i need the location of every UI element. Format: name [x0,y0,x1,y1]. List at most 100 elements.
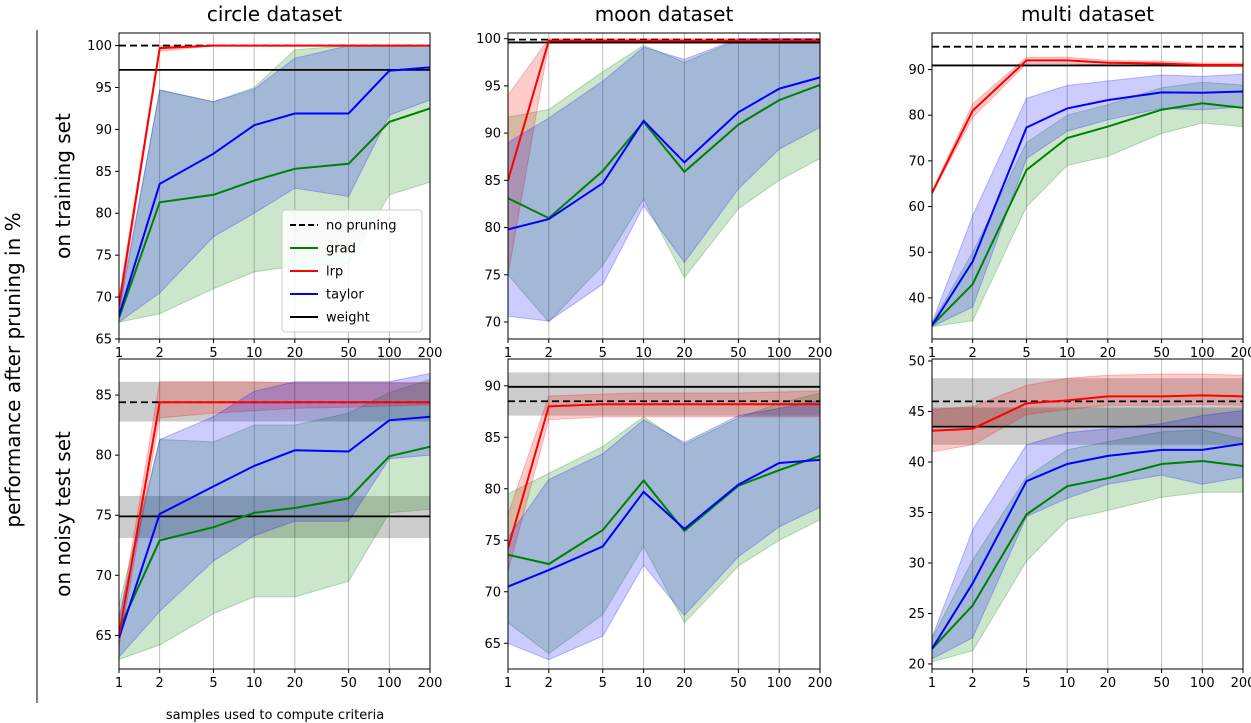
series-line-taylor [508,458,820,588]
y-tick-label: 65 [484,637,501,652]
series-line-taylor [119,66,430,316]
series-line-grad [932,102,1243,327]
row-label: on noisy test set [51,431,75,597]
x-tick-label: 50 [340,346,357,361]
y-tick-label: 80 [484,221,501,236]
band-no-pruning [508,372,820,416]
series-line-lrp [932,394,1243,432]
plot-area [508,372,820,661]
x-tick-label: 20 [1100,346,1117,361]
y-tick-label: 85 [484,174,501,189]
y-tick-label: 75 [484,534,501,549]
band-lrp [932,373,1243,453]
x-tick-label: 20 [676,346,693,361]
band-lrp [119,381,430,648]
legend: no pruning grad lrp taylor weight [281,209,423,333]
x-tick-label: 200 [1231,676,1251,691]
band-grad [508,392,820,655]
y-tick-label: 80 [908,109,925,124]
column-title: circle dataset [207,2,342,26]
series-line-lrp [508,403,820,549]
x-tick-label: 50 [1153,676,1170,691]
panel-test-circle: 65 70 75 80 85 1 2 5 10 20 50 100 200 on noisy test s… [51,358,443,691]
y-tick-label: 90 [95,123,112,138]
x-tick-label: 100 [1190,346,1215,361]
axes-frame [931,32,1244,340]
y-tick-label: 95 [95,81,112,96]
x-tick-label: 2 [156,346,164,361]
x-tick-label: 100 [377,676,402,691]
x-tick-label: 10 [635,676,652,691]
plot-area [119,372,430,660]
series-line-taylor [932,90,1243,326]
series-line-grad [932,459,1243,650]
y-tick-label: 85 [484,431,501,446]
x-tick-label: 5 [209,346,217,361]
x-tick-label: 100 [767,676,792,691]
y-tick-label: 85 [95,389,112,404]
y-tick-label: 70 [908,154,925,169]
y-tick-label: 100 [87,39,112,54]
figure-ylabel: performance after pruning in % [1,212,25,527]
y-tick-label: 75 [95,509,112,524]
y-tick-label: 60 [908,200,925,215]
y-tick-label: 75 [484,268,501,283]
series-line-lrp [508,39,820,181]
y-tick-label: 65 [95,629,112,644]
band-taylor [508,399,820,661]
y-tick-label: 50 [908,355,925,370]
x-tick-label: 200 [808,346,833,361]
x-tick-label: 100 [767,346,792,361]
y-tick-label: 30 [908,556,925,571]
y-tick-label: 35 [908,506,925,521]
y-tick-label: 65 [95,333,112,348]
x-tick-label: 2 [156,676,164,691]
x-tick-label: 10 [1059,676,1076,691]
y-tick-label: 70 [484,316,501,331]
series-line-grad [119,107,430,319]
y-tick-label: 90 [484,379,501,394]
column-title: multi dataset [1021,2,1154,26]
band-lrp [932,56,1243,195]
band-grad [932,429,1243,663]
x-tick-label: 1 [928,346,936,361]
y-tick-label: 70 [484,585,501,600]
y-tick-label: 95 [484,79,501,94]
legend-box [281,209,423,333]
panel-train-moon: 70 75 80 85 90 95 100 1 2 5 10 20 50 100 200 moon datas… [476,2,832,361]
series-line-lrp [119,44,430,306]
y-tick-label: 25 [908,607,925,622]
x-tick-label: 10 [1059,346,1076,361]
x-tick-label: 200 [418,676,443,691]
x-tick-label: 5 [1022,346,1030,361]
series-line-lrp [119,401,430,636]
x-tick-label: 5 [209,676,217,691]
x-tick-label: 20 [676,676,693,691]
series-line-grad [119,445,430,630]
x-tick-label: 2 [969,676,977,691]
y-tick-label: 90 [908,63,925,78]
x-tick-label: 2 [545,346,553,361]
plot-area [932,373,1243,663]
x-tick-label: 50 [730,676,747,691]
x-tick-label: 5 [599,676,607,691]
x-tick-label: 2 [545,676,553,691]
band-lrp [508,390,820,572]
x-tick-label: 5 [599,346,607,361]
y-tick-label: 70 [95,291,112,306]
axes-frame [931,358,1244,670]
series-line-lrp [932,59,1243,194]
series-line-taylor [119,415,430,639]
axes-frame [507,32,821,340]
x-tick-label: 1 [928,676,936,691]
figure-xlabel: samples used to compute criteria [166,708,384,723]
series-line-taylor [508,76,820,231]
series-line-grad [508,454,820,566]
x-tick-label: 50 [1153,346,1170,361]
y-tick-label: 40 [908,455,925,470]
band-taylor [119,372,430,658]
plot-area [932,45,1243,328]
plot-area [508,38,820,323]
x-tick-label: 2 [969,346,977,361]
